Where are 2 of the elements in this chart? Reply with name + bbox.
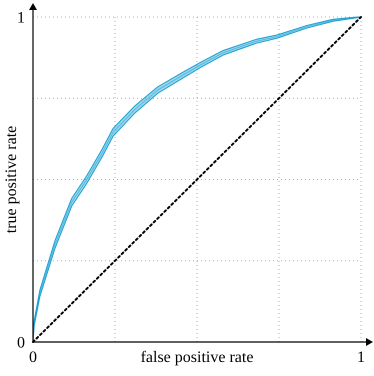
y-axis-title: true positive rate <box>3 126 20 234</box>
x-axis-title: false positive rate <box>140 349 254 366</box>
